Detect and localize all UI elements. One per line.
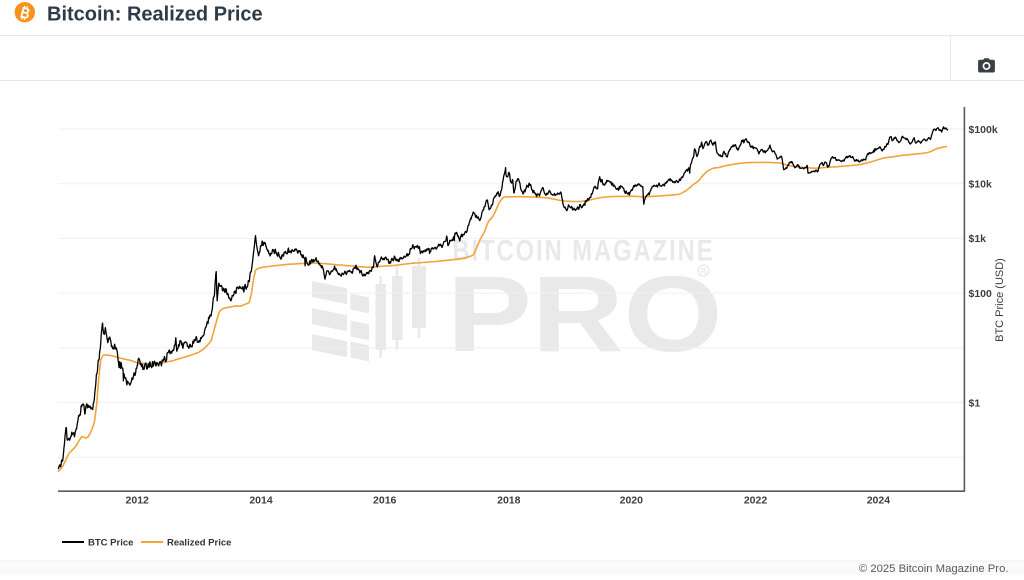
- svg-text:PRO: PRO: [447, 253, 723, 374]
- svg-text:2024: 2024: [867, 495, 891, 507]
- svg-text:BTC Price: BTC Price: [88, 538, 133, 549]
- svg-text:© 2025 Bitcoin Magazine Pro.: © 2025 Bitcoin Magazine Pro.: [859, 563, 1009, 575]
- svg-text:BTC Price (USD): BTC Price (USD): [994, 258, 1006, 342]
- svg-text:2014: 2014: [249, 495, 273, 507]
- svg-text:BITCOIN MAGAZINE: BITCOIN MAGAZINE: [452, 234, 714, 267]
- svg-text:2022: 2022: [744, 495, 768, 507]
- svg-text:$1: $1: [969, 397, 981, 409]
- svg-text:2012: 2012: [126, 495, 150, 507]
- svg-text:$100: $100: [969, 288, 993, 300]
- svg-text:Realized Price: Realized Price: [167, 538, 231, 549]
- svg-text:Bitcoin: Realized Price: Bitcoin: Realized Price: [47, 4, 263, 26]
- svg-text:2018: 2018: [497, 495, 521, 507]
- svg-text:2020: 2020: [620, 495, 644, 507]
- svg-text:$100k: $100k: [969, 124, 998, 136]
- svg-text:R: R: [701, 267, 707, 276]
- svg-text:2016: 2016: [373, 495, 397, 507]
- svg-text:$1k: $1k: [969, 233, 987, 245]
- svg-text:$10k: $10k: [969, 179, 993, 191]
